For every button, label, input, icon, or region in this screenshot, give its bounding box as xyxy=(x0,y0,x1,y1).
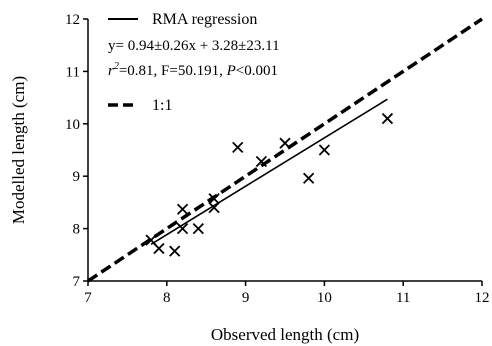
x-ticks: 7 8 9 10 11 12 xyxy=(84,281,490,306)
data-point xyxy=(232,141,244,154)
data-point xyxy=(318,144,331,156)
y-tick-label: 8 xyxy=(73,222,81,238)
stats-mid: =0.81, F=50.191, xyxy=(119,63,227,79)
data-point xyxy=(255,155,267,168)
data-point xyxy=(176,203,189,215)
series-lines xyxy=(87,17,483,283)
y-tick-label: 12 xyxy=(65,12,80,28)
stats-end: <0.001 xyxy=(236,63,278,79)
data-point xyxy=(303,172,315,184)
x-tick-label: 9 xyxy=(242,290,250,306)
x-axis-title: Observed length (cm) xyxy=(211,325,359,344)
y-tick-label: 7 xyxy=(73,274,81,290)
axes xyxy=(87,19,482,282)
y-tick-label: 10 xyxy=(65,117,80,133)
stats-sup: 2 xyxy=(114,61,119,72)
data-point xyxy=(153,242,165,255)
stats-p: P xyxy=(226,63,236,79)
one-to-one-line xyxy=(87,17,483,283)
data-point xyxy=(279,137,291,149)
x-tick-label: 12 xyxy=(475,290,490,306)
y-tick-label: 9 xyxy=(73,169,81,185)
y-axis-title: Modelled length (cm) xyxy=(9,76,28,224)
regression-equation: y= 0.94±0.26x + 3.28±23.11 xyxy=(108,38,280,54)
data-point xyxy=(169,245,181,257)
regression-stats: r2=0.81, F=50.191, P<0.001 xyxy=(108,61,278,79)
data-points xyxy=(145,112,394,257)
data-point xyxy=(208,202,220,214)
y-tick-label: 11 xyxy=(66,64,80,80)
data-point xyxy=(176,222,189,235)
x-tick-label: 10 xyxy=(317,290,332,306)
legend-one-to-one-label: 1:1 xyxy=(152,97,172,114)
x-tick-label: 8 xyxy=(163,290,171,306)
y-ticks: 7 8 9 10 11 12 xyxy=(65,12,88,290)
legend-regression-label: RMA regression xyxy=(152,11,257,28)
data-point xyxy=(208,193,220,205)
x-tick-label: 11 xyxy=(396,290,410,306)
rma-regression-line xyxy=(150,98,388,246)
x-tick-label: 7 xyxy=(84,290,92,306)
data-point xyxy=(381,112,394,125)
stats-r: r xyxy=(108,63,114,79)
legend: RMA regression y= 0.94±0.26x + 3.28±23.1… xyxy=(108,11,280,114)
data-point xyxy=(192,222,204,235)
